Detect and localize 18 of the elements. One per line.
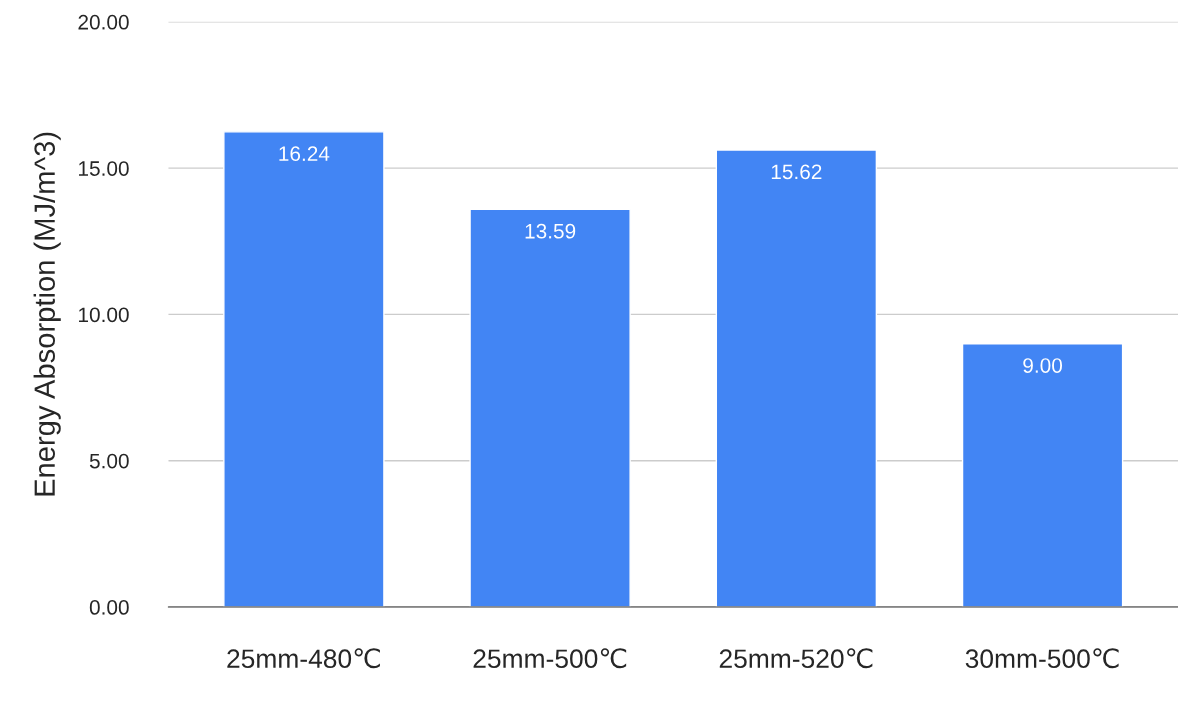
data-label: 13.59 xyxy=(525,223,576,239)
y-tick-label: 5.00 xyxy=(89,453,129,469)
y-tick-label: 0.00 xyxy=(89,600,129,615)
y-axis-title: Energy Absorption (MJ/m^3) xyxy=(33,132,61,496)
bar xyxy=(715,149,878,607)
x-tick-label: 25mm-480℃ xyxy=(227,648,380,669)
x-tick-label: 25mm-520℃ xyxy=(719,648,873,669)
y-tick-label: 15.00 xyxy=(79,161,129,176)
data-label: 9.00 xyxy=(1023,358,1063,373)
data-label: 15.62 xyxy=(771,164,822,180)
bar xyxy=(961,342,1124,607)
y-tick-label: 10.00 xyxy=(79,307,129,323)
bar xyxy=(223,131,385,607)
y-tick-label: 20.00 xyxy=(78,14,129,30)
x-tick-label: 30mm-500℃ xyxy=(965,648,1119,669)
x-tick-label: 25mm-500℃ xyxy=(473,648,627,669)
bar xyxy=(469,208,631,607)
data-label: 16.24 xyxy=(279,146,330,162)
